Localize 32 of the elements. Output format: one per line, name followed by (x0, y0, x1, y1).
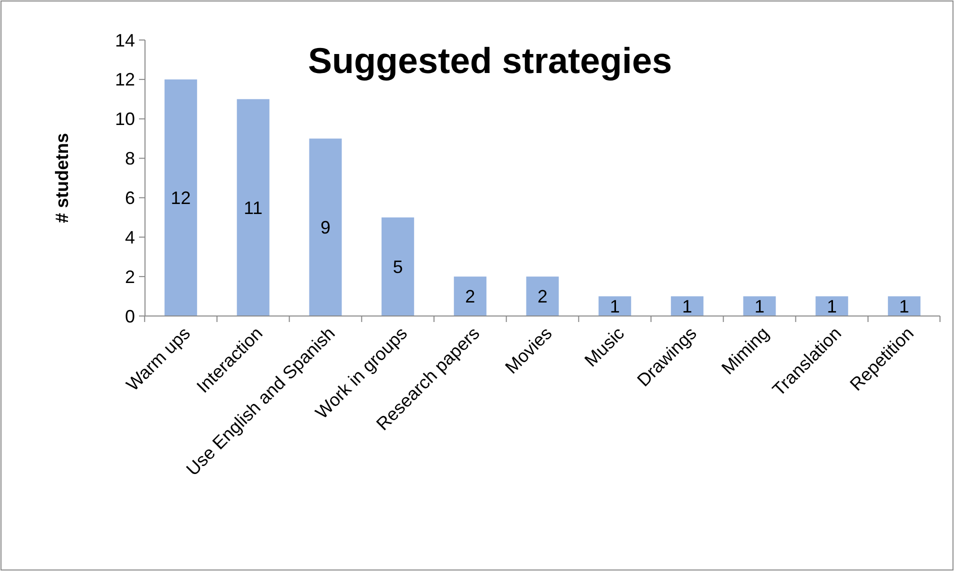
bar (598, 296, 632, 316)
y-tick-label: 14 (114, 30, 135, 50)
bar (382, 217, 414, 316)
chart-title: Suggested strategies (308, 40, 672, 81)
data-label: 12 (170, 188, 191, 208)
data-label: 2 (465, 286, 476, 307)
bar (164, 79, 198, 316)
y-tick-label: 0 (124, 306, 135, 326)
data-label: 1 (754, 296, 765, 316)
y-tick-label: 8 (124, 148, 135, 169)
y-tick-label: 4 (124, 227, 135, 248)
bar (454, 276, 486, 316)
data-label: 1 (826, 296, 837, 316)
y-axis-title: # studetns (52, 132, 72, 224)
bar (526, 276, 559, 316)
bar (236, 99, 270, 316)
y-tick-label: 6 (124, 188, 135, 208)
bar (670, 296, 704, 316)
y-tick-label: 2 (124, 266, 135, 287)
bar (888, 296, 920, 316)
data-label: 1 (610, 296, 620, 316)
data-label: 1 (682, 296, 692, 316)
data-label: 11 (244, 198, 262, 218)
data-label: 1 (899, 296, 910, 316)
data-label: 5 (392, 257, 403, 278)
data-label: 9 (320, 218, 330, 238)
bar (309, 138, 342, 316)
bar (816, 296, 848, 316)
y-tick-label: 10 (114, 109, 135, 130)
data-label: 2 (537, 286, 548, 307)
bar (743, 296, 776, 316)
y-tick-label: 12 (114, 70, 135, 90)
